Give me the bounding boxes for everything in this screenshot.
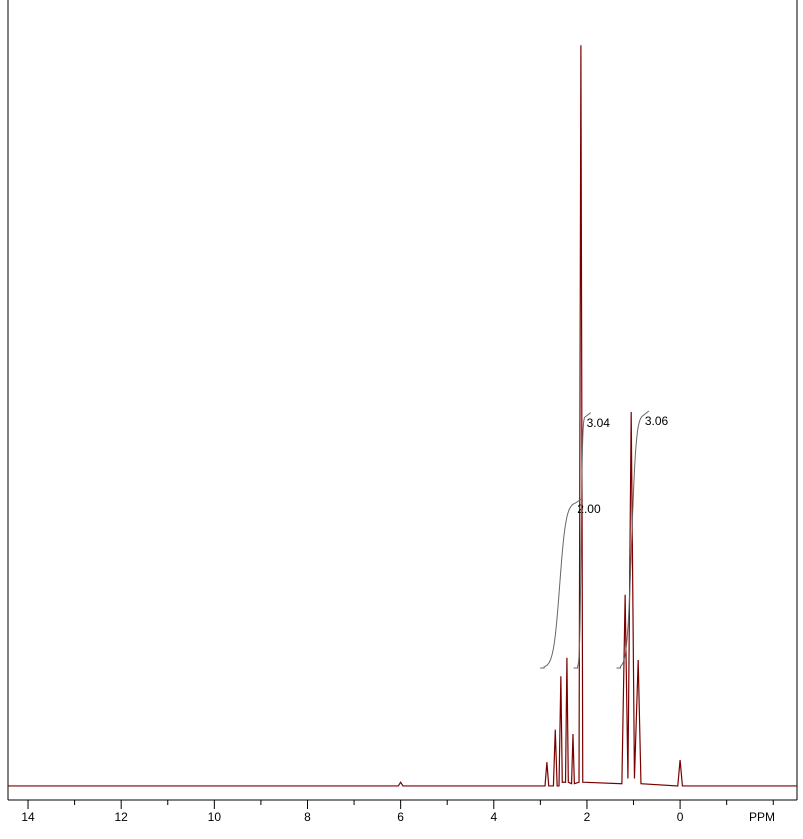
spectrum-line	[8, 45, 797, 787]
x-tick-label: 0	[677, 810, 684, 824]
integral-label: 3.06	[645, 414, 669, 428]
integral-label: 2.00	[577, 502, 601, 516]
x-tick-label: 12	[115, 810, 129, 824]
integral-label: 3.04	[587, 416, 611, 430]
x-tick-label: 4	[490, 810, 497, 824]
integral-curve	[573, 412, 591, 669]
x-tick-label: 14	[21, 810, 35, 824]
x-tick-label: 10	[208, 810, 222, 824]
x-tick-label: 8	[304, 810, 311, 824]
integral-curve	[616, 410, 650, 669]
x-tick-label: 2	[584, 810, 591, 824]
integral-curve	[540, 498, 582, 669]
x-axis-label: PPM	[749, 810, 775, 824]
x-tick-label: 6	[397, 810, 404, 824]
